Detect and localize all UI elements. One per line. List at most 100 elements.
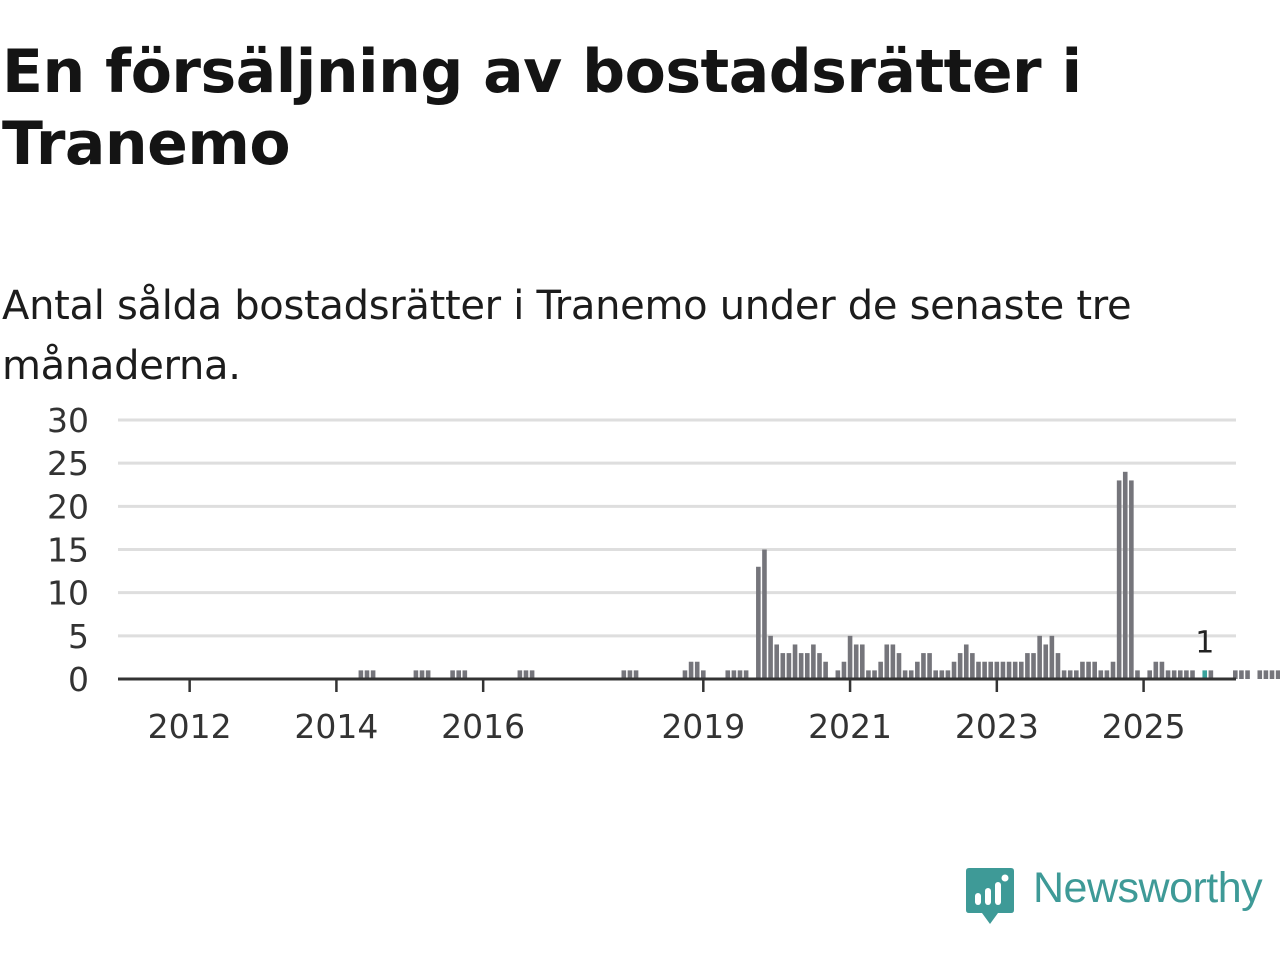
bar [529, 670, 535, 679]
bar [841, 661, 847, 679]
bar [1245, 670, 1250, 679]
bar [780, 653, 786, 679]
bar [364, 670, 370, 679]
y-tick-label: 0 [68, 660, 89, 699]
bar [933, 670, 938, 679]
bar [860, 644, 865, 679]
bar [872, 670, 877, 679]
bar [1049, 635, 1055, 679]
bar [1153, 661, 1159, 679]
bar [957, 653, 963, 679]
bar [523, 670, 529, 679]
bar [633, 670, 639, 679]
x-tick-label: 2012 [148, 707, 232, 746]
bar [1080, 661, 1085, 679]
bar [462, 670, 468, 679]
bar [1275, 670, 1280, 679]
x-tick-label: 2023 [955, 707, 1039, 746]
bar-series [358, 471, 1280, 679]
bar [1135, 670, 1140, 679]
bar [768, 635, 773, 679]
bar [1202, 670, 1208, 679]
bar [1098, 670, 1104, 679]
newsworthy-logo-icon [966, 868, 1014, 924]
x-tick-label: 2014 [294, 707, 378, 746]
bar [731, 670, 737, 679]
bar [1257, 670, 1263, 679]
bar [963, 644, 969, 679]
bar [1116, 480, 1122, 679]
x-axis [118, 677, 1236, 692]
bar [1086, 661, 1091, 679]
bar [994, 661, 1000, 679]
bar [1159, 661, 1165, 679]
bar [1129, 480, 1134, 679]
x-tick-label: 2021 [808, 707, 892, 746]
bar [450, 670, 455, 679]
bar [908, 670, 914, 679]
bar [1110, 661, 1116, 679]
bar [1171, 670, 1177, 679]
grid-lines [118, 418, 1236, 638]
bar [902, 670, 908, 679]
bar [1208, 670, 1214, 679]
bar [621, 670, 627, 679]
bar [762, 549, 767, 679]
y-tick-label: 20 [47, 487, 89, 526]
bar [682, 670, 688, 679]
bar [627, 670, 633, 679]
bar [988, 661, 994, 679]
bar [517, 670, 523, 679]
bar [792, 644, 798, 679]
bar [835, 670, 841, 679]
bar [786, 653, 792, 679]
bar [970, 653, 975, 679]
bar [884, 644, 890, 679]
bar [1263, 670, 1269, 679]
bar [1104, 670, 1110, 679]
bar [1092, 661, 1097, 679]
y-tick-label: 30 [47, 401, 89, 440]
x-tick-label: 2019 [661, 707, 745, 746]
bar [939, 670, 945, 679]
bar [1239, 670, 1244, 679]
y-tick-label: 15 [47, 531, 89, 570]
bar [1061, 670, 1067, 679]
bar [756, 566, 761, 679]
bar [817, 653, 822, 679]
bar [927, 653, 932, 679]
bar [878, 661, 883, 679]
bar [982, 661, 987, 679]
bar [804, 653, 810, 679]
bar [896, 653, 902, 679]
bar [1177, 670, 1183, 679]
bar [1031, 653, 1036, 679]
bar [945, 670, 951, 679]
bar [823, 661, 828, 679]
bar [358, 670, 364, 679]
bar [425, 670, 431, 679]
bar [701, 670, 706, 679]
bar [1147, 670, 1152, 679]
bar [737, 670, 743, 679]
bar [1165, 670, 1171, 679]
bar [413, 670, 419, 679]
bar [370, 670, 376, 679]
bar [1233, 670, 1238, 679]
chart-subtitle: Antal sålda bostadsrätter i Tranemo unde… [2, 283, 1132, 389]
x-tick-label: 2016 [441, 707, 525, 746]
newsworthy-logo[interactable]: Newsworthy [965, 864, 1263, 926]
bar [743, 670, 749, 679]
bar [1055, 653, 1061, 679]
bar [1012, 661, 1018, 679]
y-tick-label: 5 [68, 617, 89, 656]
bar [1184, 670, 1189, 679]
bar-value-label: 1 [1195, 625, 1214, 660]
bar [1006, 661, 1012, 679]
bar [853, 644, 859, 679]
bar [456, 670, 462, 679]
bar [811, 644, 816, 679]
bar [694, 661, 700, 679]
